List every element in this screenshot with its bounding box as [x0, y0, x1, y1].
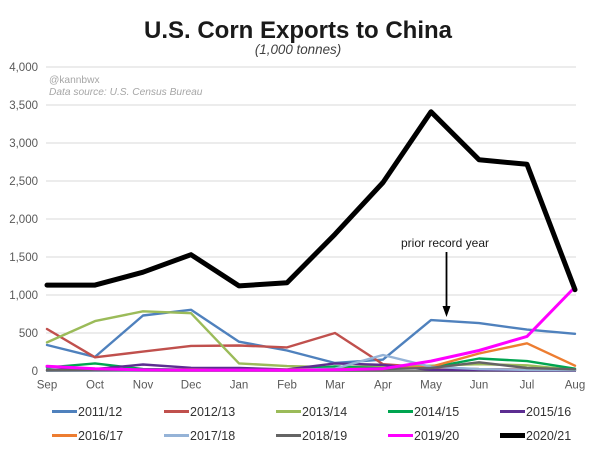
svg-text:2016/17: 2016/17	[78, 429, 123, 443]
svg-text:1,000: 1,000	[9, 290, 38, 302]
svg-text:500: 500	[19, 328, 38, 340]
svg-text:(1,000 tonnes): (1,000 tonnes)	[255, 42, 341, 57]
svg-text:@kannbwx: @kannbwx	[49, 75, 100, 86]
svg-text:Nov: Nov	[133, 380, 154, 392]
svg-text:2020/21: 2020/21	[526, 429, 571, 443]
svg-text:Aug: Aug	[565, 380, 585, 392]
svg-text:2017/18: 2017/18	[190, 429, 235, 443]
svg-text:4,000: 4,000	[9, 62, 38, 74]
svg-text:Apr: Apr	[374, 380, 392, 392]
svg-text:2015/16: 2015/16	[526, 405, 571, 419]
svg-text:2019/20: 2019/20	[414, 429, 459, 443]
svg-text:Dec: Dec	[181, 380, 202, 392]
svg-text:3,000: 3,000	[9, 138, 38, 150]
svg-text:0: 0	[32, 366, 38, 378]
svg-text:May: May	[420, 380, 442, 392]
svg-text:Jun: Jun	[470, 380, 489, 392]
svg-text:Feb: Feb	[277, 380, 297, 392]
svg-text:2013/14: 2013/14	[302, 405, 347, 419]
svg-text:Sep: Sep	[37, 380, 57, 392]
svg-text:Oct: Oct	[86, 380, 105, 392]
svg-text:2,500: 2,500	[9, 176, 38, 188]
svg-text:Jan: Jan	[230, 380, 249, 392]
svg-text:prior record year: prior record year	[401, 236, 489, 250]
svg-text:1,500: 1,500	[9, 252, 38, 264]
svg-text:U.S. Corn Exports to China: U.S. Corn Exports to China	[144, 17, 453, 44]
svg-text:Data source: U.S. Census Burea: Data source: U.S. Census Bureau	[49, 87, 203, 98]
svg-text:Mar: Mar	[325, 380, 345, 392]
svg-text:2012/13: 2012/13	[190, 405, 235, 419]
svg-text:2018/19: 2018/19	[302, 429, 347, 443]
svg-text:2011/12: 2011/12	[78, 405, 122, 419]
svg-text:2014/15: 2014/15	[414, 405, 459, 419]
svg-text:3,500: 3,500	[9, 100, 38, 112]
svg-text:2,000: 2,000	[9, 214, 38, 226]
svg-text:Jul: Jul	[520, 380, 535, 392]
